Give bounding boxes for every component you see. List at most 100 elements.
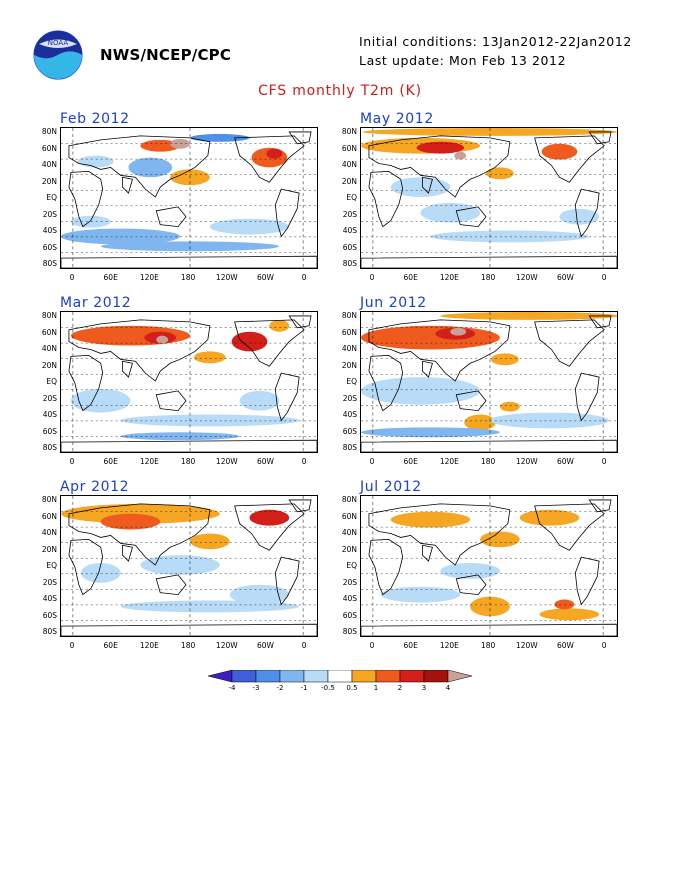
lat-label: 20S [42,393,57,403]
anomaly-region [80,563,121,583]
panel-title: May 2012 [360,111,434,127]
anomaly-region [554,599,575,610]
colorbar-tick: -3 [253,684,260,692]
colorbar-swatch [327,669,353,683]
coastline [274,372,300,422]
lat-label: 60N [41,511,57,521]
colorbar-tick: 0.5 [346,684,357,692]
coastline [122,544,133,562]
coastline [288,315,312,329]
anomaly-map [60,127,318,269]
colorbar-swatch [375,669,401,683]
lat-label: 20S [342,577,357,587]
anomaly-region [380,586,461,603]
anomaly-region [361,377,481,405]
org-name: NWS/NCEP/CPC [100,46,232,64]
anomaly-region [454,151,467,160]
anomaly-region [519,509,580,526]
coastline [155,574,187,596]
lat-label: EQ [46,561,57,570]
lat-label: 20N [341,360,357,370]
coastline [455,574,487,596]
anomaly-region [486,167,514,180]
lat-label: 80N [341,127,357,136]
lon-label: 0 [601,641,607,650]
anomaly-region [361,325,500,350]
colorbar-swatch [207,669,233,683]
anomaly-region [420,202,481,223]
lat-label: 40N [341,344,357,353]
lon-label: 120W [515,273,538,282]
anomaly-region [61,503,220,524]
anomaly-region [416,141,465,154]
lat-label: 80S [342,443,357,452]
lat-label: 60S [342,426,357,436]
lon-label: 120W [515,457,538,466]
lon-label: 0 [69,457,75,466]
coastline [155,206,187,228]
lat-label: 40S [342,594,357,603]
anomaly-region [156,335,169,344]
coastline [61,255,317,268]
lat-label: 60S [342,610,357,620]
noaa-logo: NOAA [33,30,83,80]
coastline [422,360,433,378]
coastline [368,135,511,198]
anomaly-region [440,563,500,579]
lon-label: 60E [403,457,418,466]
anomaly-region [440,312,617,320]
lon-label: 60E [103,273,118,282]
anomaly-region [120,414,300,427]
coastline [68,135,211,198]
colorbar-tick: 3 [422,684,426,692]
panel-title: Apr 2012 [60,479,130,495]
anomaly-region [390,177,451,198]
lat-label: 60N [341,511,357,521]
lat-label: 60N [341,327,357,337]
initial-conditions: Initial conditions: 13Jan2012-22Jan2012 [359,34,632,49]
lon-label: 60E [103,457,118,466]
lat-label: EQ [346,377,357,386]
colorbar-tick: -4 [229,684,237,692]
last-update: Last update: Mon Feb 13 2012 [359,53,567,68]
lat-label: 20N [41,176,57,186]
anomaly-region [489,412,610,429]
colorbar-swatch [279,669,305,683]
anomaly-region [140,555,220,575]
anomaly-region [539,608,600,621]
lon-label: 0 [601,273,607,282]
anomaly-region [120,432,240,441]
anomaly-region [541,143,578,160]
lat-label: 40S [42,226,57,235]
anomaly-map [60,495,318,637]
colorbar-swatch [303,669,329,683]
lon-label: 120W [215,457,238,466]
lon-label: 60W [557,641,574,650]
panel-title: Feb 2012 [60,111,130,127]
colorbar: -4 -3 -2 -1 -0.5 0.5 1 2 3 4 [200,669,480,692]
lon-label: 120E [139,273,159,282]
colorbar-tick: 4 [446,684,451,692]
anomaly-region [231,331,268,352]
coastline [588,315,612,329]
lat-label: 80S [42,443,57,452]
lat-label: 40S [42,594,57,603]
colorbar-tick: -2 [277,684,284,692]
lat-label: 60S [42,242,57,252]
lat-label: 60N [341,143,357,153]
lon-label: 0 [301,641,307,650]
anomaly-region [499,401,520,412]
anomaly-region [170,138,190,149]
lat-label: 80S [42,259,57,268]
lat-label: 20N [41,360,57,370]
anomaly-region [229,584,290,605]
anomaly-region [470,596,510,617]
anomaly-region [490,353,519,366]
colorbar-tick: -0.5 [321,684,335,692]
colorbar-swatch [399,669,425,683]
anomaly-region [269,319,290,332]
coastline [61,623,317,636]
lat-label: 80N [41,127,57,136]
lat-label: 40N [41,344,57,353]
coastline [361,439,617,452]
